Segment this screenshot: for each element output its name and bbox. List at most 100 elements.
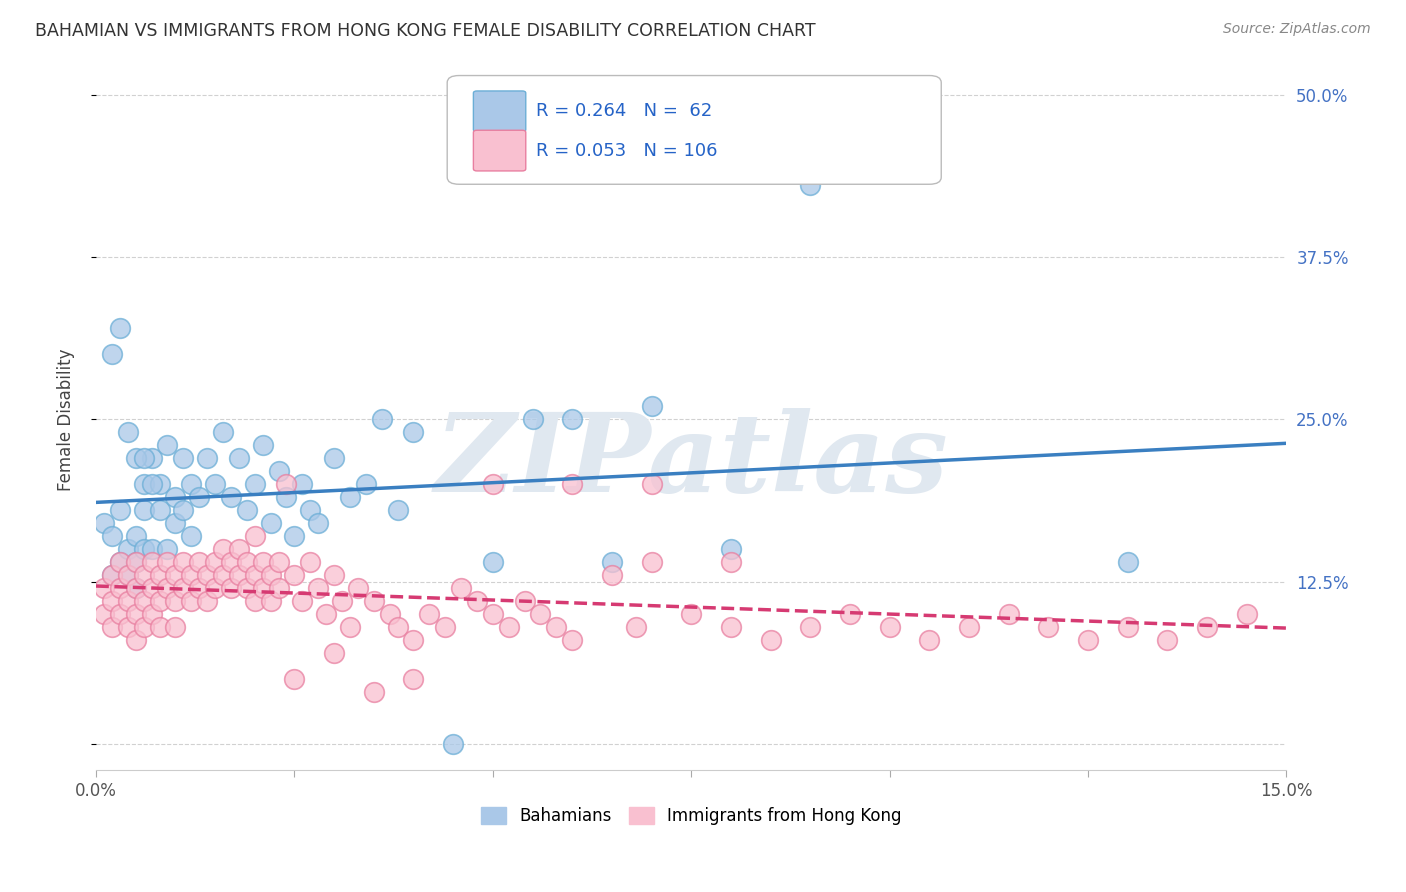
Point xyxy=(291,477,314,491)
Point xyxy=(299,503,322,517)
Point xyxy=(339,490,361,504)
Point xyxy=(141,607,163,621)
Point xyxy=(561,412,583,426)
Text: BAHAMIAN VS IMMIGRANTS FROM HONG KONG FEMALE DISABILITY CORRELATION CHART: BAHAMIAN VS IMMIGRANTS FROM HONG KONG FE… xyxy=(35,22,815,40)
Point xyxy=(132,568,155,582)
Point xyxy=(498,620,520,634)
Point xyxy=(347,581,370,595)
Point xyxy=(1077,633,1099,648)
Point xyxy=(148,568,170,582)
Point xyxy=(283,529,305,543)
Point xyxy=(125,581,148,595)
Point xyxy=(180,594,202,608)
Point xyxy=(267,464,290,478)
Point xyxy=(276,477,298,491)
Point xyxy=(141,581,163,595)
Text: R = 0.264   N =  62: R = 0.264 N = 62 xyxy=(537,103,713,120)
Point xyxy=(148,620,170,634)
Point xyxy=(132,451,155,466)
Point xyxy=(243,568,266,582)
Point xyxy=(236,581,259,595)
Point xyxy=(600,555,623,569)
FancyBboxPatch shape xyxy=(447,76,941,185)
Point xyxy=(101,568,124,582)
Y-axis label: Female Disability: Female Disability xyxy=(58,348,75,491)
Point xyxy=(482,555,505,569)
Point xyxy=(156,542,179,557)
Point xyxy=(204,555,226,569)
Point xyxy=(165,594,187,608)
Point xyxy=(465,594,488,608)
Point xyxy=(600,568,623,582)
Point xyxy=(259,594,281,608)
Point xyxy=(172,503,194,517)
FancyBboxPatch shape xyxy=(474,130,526,171)
Point xyxy=(125,555,148,569)
Point xyxy=(522,412,544,426)
Point xyxy=(204,477,226,491)
Point xyxy=(101,620,124,634)
Point xyxy=(165,620,187,634)
Point xyxy=(1236,607,1258,621)
Point xyxy=(276,490,298,504)
Point xyxy=(228,542,250,557)
Point xyxy=(299,555,322,569)
Point xyxy=(141,542,163,557)
Point xyxy=(117,620,139,634)
Point xyxy=(879,620,901,634)
Point xyxy=(212,542,235,557)
Point xyxy=(640,555,662,569)
Point xyxy=(402,425,425,440)
Point xyxy=(101,594,124,608)
Point xyxy=(108,607,131,621)
FancyBboxPatch shape xyxy=(474,91,526,132)
Point xyxy=(93,581,115,595)
Point xyxy=(108,321,131,335)
Legend: Bahamians, Immigrants from Hong Kong: Bahamians, Immigrants from Hong Kong xyxy=(481,806,901,825)
Point xyxy=(339,620,361,634)
Point xyxy=(482,607,505,621)
Point xyxy=(243,529,266,543)
Point xyxy=(957,620,980,634)
Point xyxy=(219,490,242,504)
Point xyxy=(252,555,274,569)
Point xyxy=(759,633,782,648)
Point xyxy=(108,581,131,595)
Point xyxy=(252,438,274,452)
Point xyxy=(513,594,536,608)
Point xyxy=(561,477,583,491)
Point xyxy=(997,607,1019,621)
Text: R = 0.053   N = 106: R = 0.053 N = 106 xyxy=(537,142,718,160)
Point xyxy=(267,581,290,595)
Point xyxy=(188,555,211,569)
Point xyxy=(156,555,179,569)
Point xyxy=(141,555,163,569)
Point xyxy=(1038,620,1060,634)
Point xyxy=(640,399,662,413)
Point xyxy=(1116,555,1139,569)
Point xyxy=(125,581,148,595)
Point xyxy=(243,477,266,491)
Point xyxy=(799,178,821,193)
Point xyxy=(402,633,425,648)
Point xyxy=(93,516,115,531)
Point xyxy=(132,594,155,608)
Point xyxy=(132,620,155,634)
Point xyxy=(387,620,409,634)
Point xyxy=(141,451,163,466)
Point xyxy=(402,672,425,686)
Point xyxy=(101,568,124,582)
Point xyxy=(720,620,742,634)
Point xyxy=(204,581,226,595)
Point xyxy=(165,568,187,582)
Point xyxy=(228,451,250,466)
Point xyxy=(323,451,346,466)
Point xyxy=(228,568,250,582)
Point xyxy=(117,542,139,557)
Point xyxy=(387,503,409,517)
Point xyxy=(1116,620,1139,634)
Point xyxy=(219,581,242,595)
Point xyxy=(259,568,281,582)
Point xyxy=(101,347,124,361)
Point xyxy=(236,555,259,569)
